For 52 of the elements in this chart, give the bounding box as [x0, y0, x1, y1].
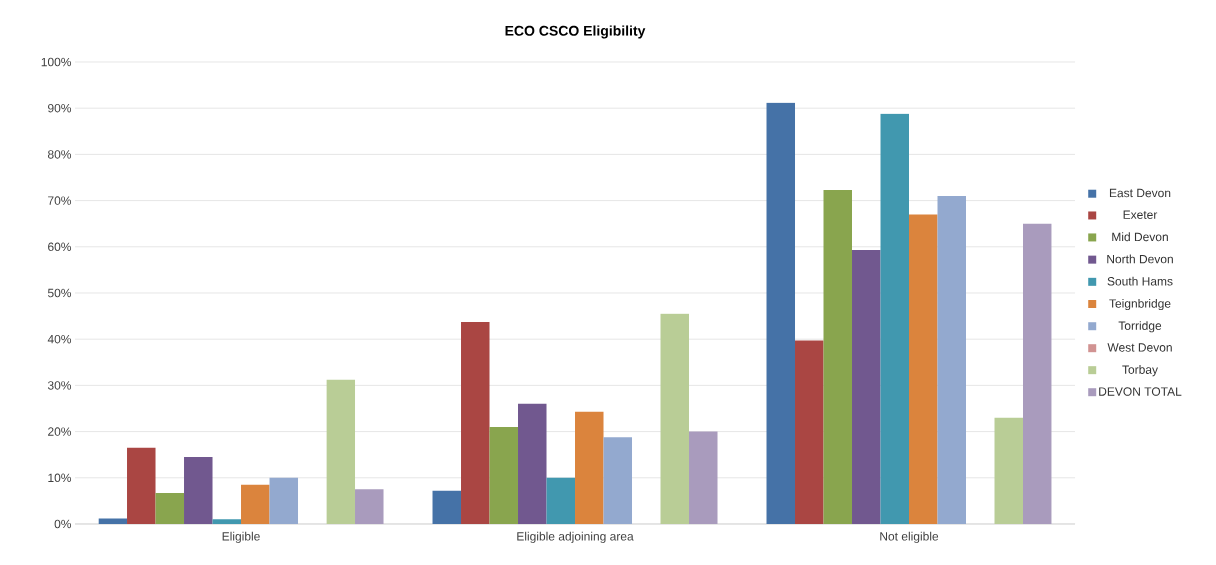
bar [795, 340, 824, 524]
y-tick-label: 70% [48, 196, 72, 205]
bar [241, 484, 270, 524]
bar [1023, 223, 1052, 524]
y-tick-label: 60% [48, 242, 72, 252]
bar [184, 457, 213, 524]
y-tick-label: 50% [47, 288, 72, 298]
legend-label: Mid Devon [1112, 232, 1168, 242]
bar [994, 417, 1024, 524]
bar [432, 490, 462, 524]
bar [127, 447, 156, 524]
legend-label: Teignbridge [1109, 298, 1171, 311]
bar [518, 403, 547, 524]
bar [823, 189, 853, 524]
bar [98, 518, 128, 524]
bar [269, 477, 299, 524]
chart-title: ECO CSCO Eligibility [505, 25, 646, 39]
bar [603, 437, 633, 524]
bar [155, 493, 185, 524]
legend-label: Torbay [1122, 365, 1158, 377]
legend-label: West Devon [1107, 343, 1172, 352]
legend-label: Exeter [1123, 210, 1158, 219]
y-tick-label: 40% [47, 334, 72, 344]
y-tick-label: 100% [41, 57, 72, 67]
bar [852, 250, 881, 524]
x-tick-label: Eligible adjoining area [517, 531, 634, 543]
y-tick-label: 90% [48, 103, 72, 113]
y-tick-label: 0% [54, 519, 72, 529]
y-tick-label: 30% [47, 381, 72, 390]
legend-label: South Hams [1107, 276, 1173, 286]
bar [212, 519, 242, 524]
bar [660, 313, 690, 524]
y-tick-label: 80% [47, 150, 72, 159]
legend-label: Torridge [1118, 321, 1162, 333]
bar [880, 113, 910, 524]
bar [937, 195, 967, 524]
bar [766, 102, 796, 524]
bar [489, 426, 519, 524]
legend-label: North Devon [1107, 254, 1173, 264]
y-tick-label: 20% [48, 427, 72, 436]
y-tick-label: 10% [48, 473, 72, 483]
bar [355, 489, 384, 524]
legend-label: DEVON TOTAL [1099, 387, 1182, 396]
bar [575, 411, 604, 524]
bar [909, 214, 938, 524]
x-tick-label: Not eligible [880, 531, 939, 543]
legend-label: East Devon [1109, 188, 1171, 198]
bar [546, 477, 576, 524]
bar [326, 379, 356, 524]
bar [461, 322, 490, 524]
x-tick-label: Eligible [222, 531, 260, 543]
bar [689, 431, 718, 524]
